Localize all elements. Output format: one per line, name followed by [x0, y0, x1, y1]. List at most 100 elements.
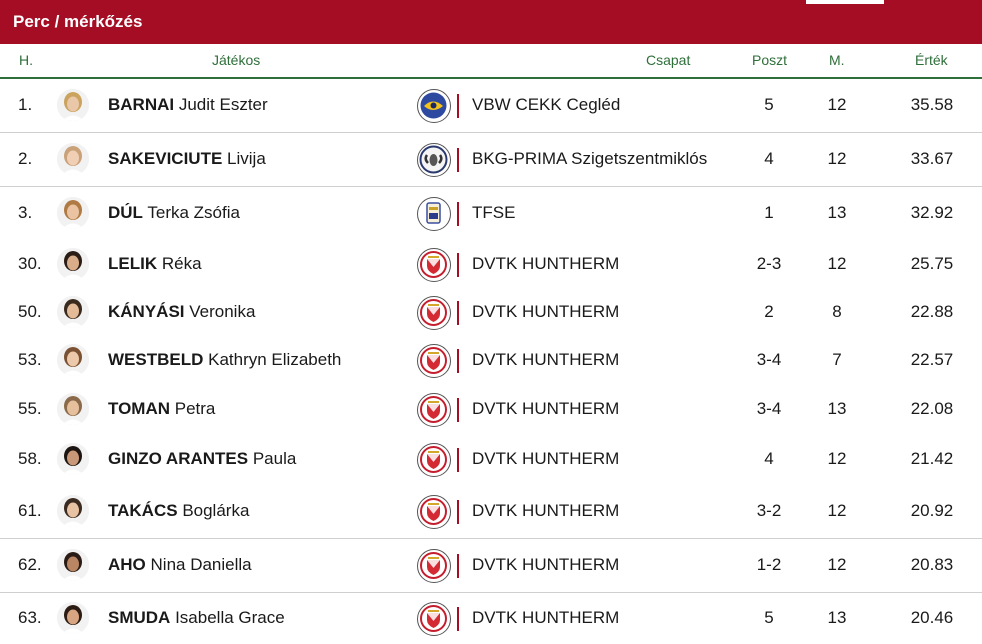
rank-cell: 3. [18, 203, 33, 222]
team-name-link[interactable]: DVTK HUNTHERM [472, 254, 620, 273]
dvtk-logo[interactable] [417, 549, 451, 583]
player-avatar[interactable] [57, 197, 89, 229]
player-last-name: GINZO ARANTES [108, 449, 249, 468]
player-first-name: Réka [161, 254, 202, 273]
player-last-name: WESTBELD [108, 350, 204, 369]
col-header-team[interactable]: Csapat [646, 52, 691, 68]
tab-indicator [806, 0, 884, 4]
player-name-link[interactable]: SMUDA Isabella Grace [108, 608, 285, 628]
team-name-link[interactable]: TFSE [472, 203, 516, 222]
position-cell: 4 [764, 149, 774, 168]
player-name-link[interactable]: TOMAN Petra [108, 399, 215, 419]
rank-cell: 30. [18, 254, 42, 273]
table-row[interactable]: 58. GINZO ARANTES Paula DVTK HUNTHERM 4 12 21… [0, 435, 982, 485]
team-name-link[interactable]: DVTK HUNTHERM [472, 399, 620, 418]
dvtk-logo[interactable] [417, 443, 451, 477]
player-last-name: TOMAN [108, 399, 171, 418]
dvtk-logo[interactable] [417, 495, 451, 529]
team-divider [457, 398, 459, 422]
player-first-name: Petra [174, 399, 216, 418]
player-name-link[interactable]: TAKÁCS Boglárka [108, 501, 249, 521]
player-name-link[interactable]: LELIK Réka [108, 254, 202, 274]
matches-cell: 7 [832, 350, 842, 369]
dvtk-logo[interactable] [417, 393, 451, 427]
player-avatar[interactable] [57, 549, 89, 581]
col-header-position[interactable]: Poszt [752, 52, 788, 68]
team-name-link[interactable]: VBW CEKK Cegléd [472, 95, 621, 114]
value-cell: 21.42 [910, 449, 954, 468]
table-row[interactable]: 3. DÚL Terka Zsófia TFSE 1 13 32.92 [0, 187, 982, 241]
cekk-logo[interactable] [417, 89, 451, 123]
position-cell: 3-4 [756, 350, 782, 369]
table-row[interactable]: 50. KÁNYÁSI Veronika DVTK HUNTHERM 2 8 22.88 [0, 289, 982, 337]
table-row[interactable]: 30. LELIK Réka DVTK HUNTHERM 2-3 12 25.75 [0, 241, 982, 289]
player-avatar[interactable] [57, 443, 89, 475]
table-row[interactable]: 62. AHO Nina Daniella DVTK HUNTHERM 1-2 12 20… [0, 539, 982, 593]
player-avatar[interactable] [57, 143, 89, 175]
col-header-value[interactable]: Érték [915, 52, 948, 68]
player-name-link[interactable]: SAKEVICIUTE Livija [108, 149, 266, 169]
bkg-logo[interactable] [417, 143, 451, 177]
player-name-link[interactable]: KÁNYÁSI Veronika [108, 302, 255, 322]
row-divider [0, 592, 982, 593]
dvtk-logo[interactable] [417, 248, 451, 282]
dvtk-logo[interactable] [417, 602, 451, 636]
dvtk-logo[interactable] [417, 296, 451, 330]
player-first-name: Kathryn Elizabeth [208, 350, 342, 369]
team-name-link[interactable]: DVTK HUNTHERM [472, 555, 620, 574]
player-avatar[interactable] [57, 89, 89, 121]
value-cell: 33.67 [910, 149, 954, 168]
team-name-link[interactable]: BKG-PRIMA Szigetszentmiklós [472, 149, 708, 168]
table-row[interactable]: 61. TAKÁCS Boglárka DVTK HUNTHERM 3-2 12 20.9… [0, 485, 982, 539]
table-row[interactable]: 1. BARNAI Judit Eszter VBW CEKK Cegléd 5 12 3… [0, 79, 982, 133]
player-last-name: AHO [108, 555, 146, 574]
col-header-matches[interactable]: M. [829, 52, 845, 68]
value-cell: 22.57 [910, 350, 954, 369]
player-avatar[interactable] [57, 248, 89, 280]
player-avatar[interactable] [57, 393, 89, 425]
team-divider [457, 253, 459, 277]
row-divider [0, 538, 982, 539]
rank-cell: 2. [18, 149, 33, 168]
table-row[interactable]: 2. SAKEVICIUTE Livija BKG-PRIMA Szigetszen… [0, 133, 982, 187]
player-name-link[interactable]: DÚL Terka Zsófia [108, 203, 240, 223]
tfse-logo[interactable] [417, 197, 451, 231]
table-row[interactable]: 55. TOMAN Petra DVTK HUNTHERM 3-4 13 22.08 [0, 385, 982, 435]
player-avatar[interactable] [57, 495, 89, 527]
position-cell: 1 [764, 203, 774, 222]
player-name-link[interactable]: AHO Nina Daniella [108, 555, 252, 575]
team-name-link[interactable]: DVTK HUNTHERM [472, 608, 620, 627]
player-last-name: DÚL [108, 203, 143, 222]
player-name-link[interactable]: BARNAI Judit Eszter [108, 95, 268, 115]
matches-cell: 13 [827, 608, 847, 627]
player-avatar[interactable] [57, 602, 89, 634]
player-avatar[interactable] [57, 344, 89, 376]
player-last-name: SMUDA [108, 608, 171, 627]
position-cell: 5 [764, 95, 774, 114]
header-divider [0, 77, 982, 79]
team-name-link[interactable]: DVTK HUNTHERM [472, 501, 620, 520]
player-first-name: Boglárka [182, 501, 250, 520]
dvtk-logo[interactable] [417, 344, 451, 378]
value-cell: 20.83 [910, 555, 954, 574]
team-name-link[interactable]: DVTK HUNTHERM [472, 449, 620, 468]
col-header-player[interactable]: Játékos [212, 52, 261, 68]
rank-cell: 62. [18, 555, 42, 574]
table-row[interactable]: 53. WESTBELD Kathryn Elizabeth DVTK HUNTHE… [0, 337, 982, 385]
row-divider [0, 186, 982, 187]
player-name-link[interactable]: WESTBELD Kathryn Elizabeth [108, 350, 341, 370]
position-cell: 3-4 [756, 399, 782, 418]
player-avatar[interactable] [57, 296, 89, 328]
table-row[interactable]: 63. SMUDA Isabella Grace DVTK HUNTHERM 5 13 2… [0, 593, 982, 644]
player-first-name: Isabella Grace [175, 608, 285, 627]
rank-cell: 50. [18, 302, 42, 321]
matches-cell: 12 [827, 555, 847, 574]
rank-cell: 55. [18, 399, 42, 418]
team-name-link[interactable]: DVTK HUNTHERM [472, 302, 620, 321]
rank-cell: 53. [18, 350, 42, 369]
team-name-link[interactable]: DVTK HUNTHERM [472, 350, 620, 369]
player-name-link[interactable]: GINZO ARANTES Paula [108, 449, 296, 469]
player-first-name: Judit Eszter [178, 95, 268, 114]
panel-title: Perc / mérkőzés [13, 12, 143, 31]
col-header-rank[interactable]: H. [19, 52, 33, 68]
